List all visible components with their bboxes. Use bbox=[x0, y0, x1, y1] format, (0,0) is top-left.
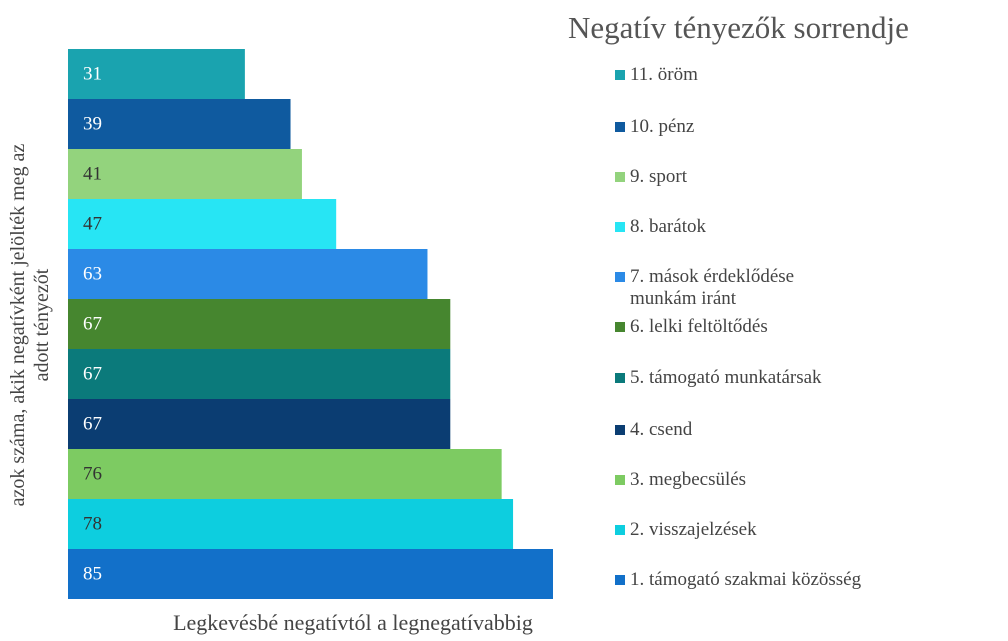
legend-label: 10. pénz bbox=[630, 116, 695, 137]
legend-swatch bbox=[615, 172, 625, 182]
value-label: 31 bbox=[83, 63, 102, 84]
bar bbox=[68, 549, 553, 599]
legend-item: 1. támogató szakmai közösség bbox=[615, 569, 861, 591]
legend-swatch bbox=[615, 70, 625, 80]
legend-item: 7. mások érdeklődése munkám iránt bbox=[615, 266, 794, 310]
bar bbox=[68, 299, 451, 349]
legend-swatch bbox=[615, 475, 625, 485]
legend-label: 9. sport bbox=[630, 166, 687, 187]
legend-swatch bbox=[615, 575, 625, 585]
legend-item: 11. öröm bbox=[615, 64, 698, 86]
bar bbox=[68, 49, 245, 99]
legend-label: 8. barátok bbox=[630, 216, 706, 237]
legend-label: 1. támogató szakmai közösség bbox=[630, 569, 862, 590]
legend-item: 6. lelki feltöltődés bbox=[615, 316, 768, 338]
bar bbox=[68, 499, 514, 549]
legend-swatch bbox=[615, 322, 625, 332]
legend-item: 8. barátok bbox=[615, 216, 706, 238]
x-axis-label: Legkevésbé negatívtól a legnegatívabbig bbox=[173, 610, 533, 635]
bar bbox=[68, 349, 451, 399]
bar bbox=[68, 249, 428, 299]
value-label: 85 bbox=[83, 563, 102, 584]
legend-label: 6. lelki feltöltődés bbox=[630, 316, 768, 337]
legend-label: 4. csend bbox=[630, 419, 693, 440]
y-axis-label: azok száma, akik negatívként jelölték me… bbox=[7, 143, 53, 507]
value-label: 63 bbox=[83, 263, 102, 284]
value-label: 41 bbox=[83, 163, 102, 184]
chart-title: Negatív tényezők sorrendje bbox=[568, 10, 909, 45]
legend-swatch bbox=[615, 272, 625, 282]
bar bbox=[68, 99, 291, 149]
legend-swatch bbox=[615, 222, 625, 232]
legend-swatch bbox=[615, 373, 625, 383]
bar bbox=[68, 149, 302, 199]
legend-item: 4. csend bbox=[615, 419, 692, 441]
legend-label: 3. megbecsülés bbox=[630, 469, 747, 490]
legend-swatch bbox=[615, 122, 625, 132]
value-label: 67 bbox=[83, 313, 102, 334]
value-label: 78 bbox=[83, 513, 102, 534]
legend-label: 11. öröm bbox=[630, 64, 698, 85]
legend-label: 7. mások érdeklődése munkám iránt bbox=[630, 266, 795, 309]
value-label: 39 bbox=[83, 113, 102, 134]
legend-item: 5. támogató munkatársak bbox=[615, 367, 822, 389]
bar bbox=[68, 199, 337, 249]
legend-item: 2. visszajelzések bbox=[615, 519, 757, 541]
value-label: 47 bbox=[83, 213, 102, 234]
bar bbox=[68, 449, 502, 499]
legend-swatch bbox=[615, 425, 625, 435]
legend-label: 5. támogató munkatársak bbox=[630, 367, 822, 388]
bar bbox=[68, 399, 451, 449]
value-label: 67 bbox=[83, 413, 102, 434]
legend-swatch bbox=[615, 525, 625, 535]
legend-label: 2. visszajelzések bbox=[630, 519, 757, 540]
value-label: 67 bbox=[83, 363, 102, 384]
legend-item: 10. pénz bbox=[615, 116, 694, 138]
legend-item: 3. megbecsülés bbox=[615, 469, 746, 491]
legend-item: 9. sport bbox=[615, 166, 687, 188]
value-label: 76 bbox=[83, 463, 102, 484]
